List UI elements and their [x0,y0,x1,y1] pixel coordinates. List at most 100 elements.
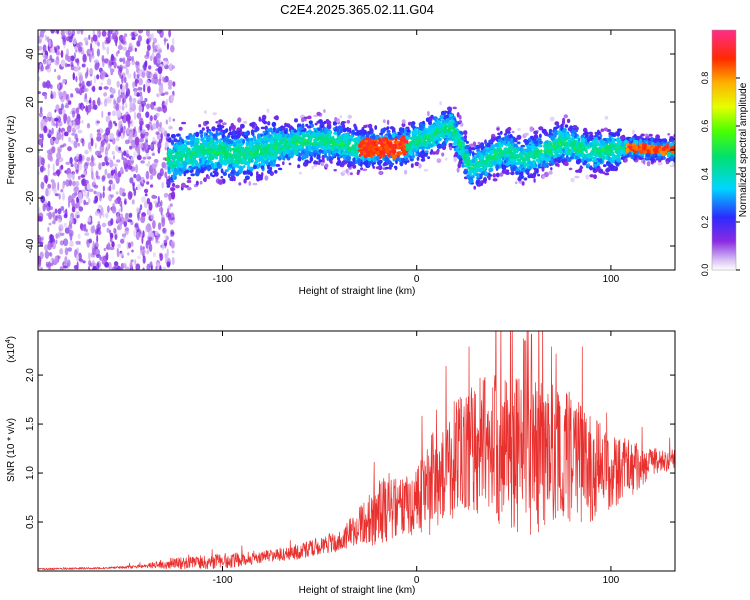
spectrogram-ridge-point [309,151,314,156]
spectrogram-noise-point [157,106,162,112]
spectrogram-ridge-point [567,127,573,132]
spectrogram-noise-point [48,39,52,48]
spectrogram-noise-point [101,110,104,118]
spectrogram-ridge-point [211,174,216,178]
spectrogram-ridge-point [346,119,351,124]
spectrogram-ridge-point [464,150,469,155]
spectrogram-noise-point [48,262,54,267]
spectrogram-ridge-point [465,140,469,144]
spectrogram-noise-point [102,185,105,192]
spectrogram-noise-point [145,153,150,159]
spectrogram-ridge-point [469,169,473,173]
spectrogram-ridge-point [521,169,526,172]
spectrogram-ridge-point [514,181,518,185]
spectrogram-noise-point [130,31,135,37]
spectrogram-noise-point [171,37,175,47]
spectrogram-ridge-point [243,120,248,124]
spectrogram-noise-point [45,80,51,89]
spectrogram-ridge-point [372,165,376,169]
spectrogram-noise-point [104,156,107,166]
spectrogram-noise-point [96,74,100,80]
spectrogram-ridge-point [311,165,314,170]
spectrogram-ridge-point [340,146,344,151]
spectrogram-ridge-point [441,110,447,116]
spectrogram-noise-point [155,68,160,72]
spectrogram-ridge-point [422,127,428,134]
spectrogram-ridge-point [501,157,505,161]
spectrogram-ridge-point [313,164,318,167]
spectrogram-noise-point [118,120,123,129]
spectrogram-noise-point [93,176,96,184]
spectrogram-noise-point [142,179,146,184]
spectrogram-ridge-point [596,141,600,144]
spectrogram-ridge-point [437,127,441,133]
spectrogram-ridge-point [203,110,208,114]
spectrogram-ridge-point [531,143,535,150]
spectrogram-noise-point [68,224,73,230]
spectrogram-ridge-point [172,174,175,180]
spectrogram-noise-point [58,108,63,115]
spectrogram-ridge-point [451,145,456,149]
spectrogram-ridge-point [445,138,449,143]
spectrogram-ridge-point [309,156,314,162]
spectrogram-ridge-point [207,130,212,134]
spectrogram-noise-point [95,254,101,259]
spectrogram-noise-point [48,267,51,270]
spectrogram-ridge-point [320,161,324,167]
spectrogram-ridge-point [475,144,481,150]
spectrogram-ridge-point [616,158,621,163]
spectrogram-ridge-point [506,131,511,134]
spectrogram-noise-point [125,102,128,109]
spectrogram-noise-point [127,55,132,60]
spectrogram-noise-point [122,40,127,46]
spectrogram-ridge-point [579,165,583,171]
spectrogram-noise-point [139,91,143,97]
spectrogram-ridge-point [423,168,429,172]
spectrogram-noise-point [113,61,117,69]
spectrogram-ridge-point [588,131,594,135]
spectrogram-noise-point [128,42,133,50]
spectrogram-noise-point [117,243,122,249]
spectrogram-noise-point [116,80,120,88]
spectrogram-noise-point [92,265,98,270]
spectrogram-ridge-point [501,164,507,171]
spectrogram-noise-point [155,131,160,135]
spectrogram-ridge-point [217,151,223,155]
spectrogram-noise-point [78,46,83,52]
spectrogram-noise-point [159,73,162,83]
spectrogram-ridge-point [346,155,351,160]
spectrogram-ridge-point [172,183,176,187]
spectrogram-ridge-point [441,152,445,157]
spectrogram-noise-point [83,162,89,171]
spectrogram-noise-point [89,161,95,167]
spectrogram-ridge-point [380,128,386,134]
spectrogram-noise-point [154,230,159,236]
spectrogram-ridge-point [643,159,646,165]
spectrogram-ridge-point [448,136,452,141]
spectrogram-noise-point [67,247,73,252]
spectrogram-ridge-point [526,168,531,172]
spectrogram-noise-point [96,48,100,57]
spectrogram-noise-point [94,210,100,216]
spectrogram-noise-point [68,100,72,105]
spectrogram-ridge-point [515,170,519,175]
spectrogram-ridge-point [472,141,477,147]
spectrogram-noise-point [139,204,143,211]
spectrogram-ridge-point [523,177,528,181]
spectrogram-ridge-point [261,117,266,123]
spectrogram-ridge-point [170,187,176,192]
spectrogram-ridge-point [424,150,429,153]
spectrogram-ridge-point [167,161,172,166]
spectrogram-ridge-point [408,151,414,156]
spectrogram-noise-point [137,98,141,104]
spectrogram-ridge-point [310,146,316,151]
spectrogram-noise-point [134,259,137,266]
spectrogram-noise-point [54,68,57,73]
spectrogram-ridge-point [203,132,207,138]
spectrogram-ridge-point [539,133,542,139]
spectrogram-noise-point [163,192,168,198]
spectrogram-noise-point [138,137,144,143]
spectrogram-ridge-point [392,148,397,154]
spectrogram-noise-point [94,242,99,250]
